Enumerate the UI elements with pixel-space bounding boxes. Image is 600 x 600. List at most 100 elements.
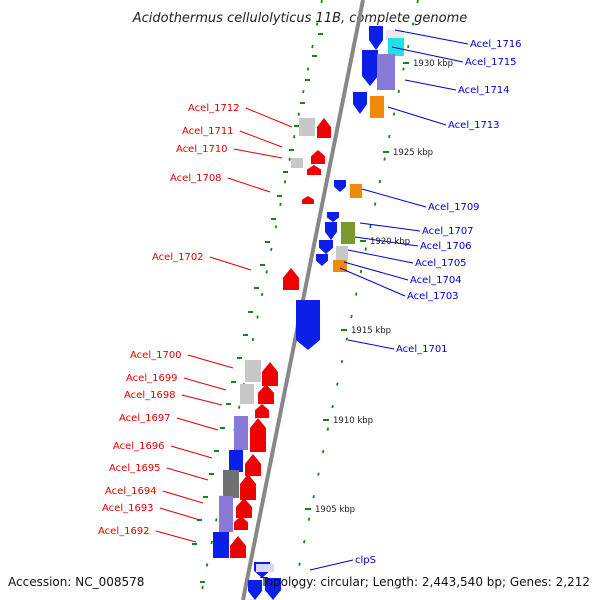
leader-line (209, 256, 252, 271)
leader-line (354, 236, 419, 247)
gene-block (291, 158, 303, 168)
gene-block (240, 474, 256, 500)
gene-label-acel-1701: Acel_1701 (396, 344, 448, 355)
gene-label-acel-1706: Acel_1706 (420, 241, 472, 252)
gene-block (307, 165, 321, 175)
scale-label: 1925 kbp (393, 148, 433, 158)
leader-line (361, 188, 427, 208)
inner-tick (205, 563, 209, 567)
scale-label: 1930 kbp (413, 59, 453, 69)
scale-label: 1915 kbp (351, 326, 391, 336)
gene-block (258, 384, 274, 404)
gene-block (341, 222, 355, 244)
outer-tick (345, 337, 348, 341)
gene-block (377, 54, 395, 90)
gene-block (353, 92, 367, 114)
leader-line (239, 130, 283, 148)
scale-label: 1920 kbp (370, 237, 410, 247)
gene-block (265, 578, 281, 600)
gene-block (350, 184, 362, 198)
leader-line (391, 46, 464, 63)
gene-label-acel-1707: Acel_1707 (422, 226, 474, 237)
gene-block (316, 254, 328, 266)
gene-block (250, 418, 266, 452)
outer-tick (402, 67, 405, 71)
inner-tick (260, 292, 264, 297)
gene-block (248, 580, 262, 600)
inner-tick (238, 405, 241, 409)
inner-tick (265, 270, 268, 274)
leader-line (394, 29, 469, 45)
outer-tick (383, 157, 386, 161)
leader-line (245, 107, 293, 128)
gene-block (327, 212, 339, 222)
leader-line (343, 261, 409, 281)
topology-text: Topology: circular; Length: 2,443,540 bp… (259, 575, 590, 589)
gene-block (245, 360, 261, 382)
outer-tick (303, 540, 306, 544)
inner-tick (311, 44, 314, 49)
gene-block (334, 180, 346, 192)
inner-tick (288, 157, 291, 161)
outer-tick (392, 112, 396, 116)
gene-block (325, 222, 337, 240)
outer-tick (317, 472, 320, 476)
map-title: Acidothermus cellulolyticus 11B, complet… (132, 11, 468, 26)
inner-tick (302, 89, 305, 94)
inner-tick (251, 337, 255, 342)
leader-line (187, 354, 234, 369)
leader-line (347, 249, 414, 264)
leader-line (166, 467, 209, 481)
gene-block (219, 496, 233, 532)
gene-label-acel-1698: Acel_1698 (124, 390, 176, 401)
inner-tick (306, 67, 310, 71)
gene-label-acel-1697: Acel_1697 (119, 413, 171, 424)
leader-line (181, 394, 223, 406)
label-leader-lines (155, 29, 469, 571)
outer-tick (326, 427, 330, 431)
gene-label-acel-1708: Acel_1708 (170, 173, 222, 184)
inner-tick (270, 247, 273, 252)
outer-tick (359, 269, 363, 274)
inner-tick (283, 180, 287, 184)
outer-tick (373, 202, 377, 206)
gene-block (283, 268, 299, 290)
leader-line (170, 445, 213, 459)
outer-tick (407, 44, 410, 49)
gene-block (299, 118, 315, 136)
gene-block (302, 196, 314, 204)
gene-label-acel-1696: Acel_1696 (113, 441, 165, 452)
gene-block (236, 498, 252, 518)
gene-block (319, 240, 333, 254)
leader-line (359, 222, 421, 232)
gene-label-acel-1711: Acel_1711 (182, 126, 234, 137)
outer-tick (369, 224, 372, 229)
outer-tick (307, 517, 311, 521)
leader-line (183, 377, 227, 391)
gene-block (370, 96, 384, 118)
gene-label-acel-1710: Acel_1710 (176, 144, 228, 155)
outer-tick (298, 562, 301, 566)
outer-tick (312, 495, 315, 499)
accession-text: Accession: NC_008578 (8, 575, 144, 589)
gene-block (362, 50, 378, 86)
gene-block (230, 536, 246, 558)
gene-label-acel-1694: Acel_1694 (105, 486, 157, 497)
inner-tick (210, 540, 213, 545)
gene-block (229, 450, 243, 472)
gene-block (296, 300, 320, 350)
gene-block (255, 404, 269, 418)
gene-block (388, 38, 404, 56)
outer-tick (321, 449, 325, 454)
gene-label-acel-1695: Acel_1695 (109, 463, 161, 474)
gene-label-acel-1692: Acel_1692 (98, 526, 150, 537)
outer-tick (331, 404, 334, 409)
inner-tick (315, 22, 319, 26)
gene-label-acel-1713: Acel_1713 (448, 120, 500, 131)
inner-tick (201, 585, 204, 590)
inner-tick (274, 225, 278, 229)
gene-block (223, 470, 239, 498)
leader-line (155, 530, 197, 543)
inner-tick (293, 135, 296, 139)
